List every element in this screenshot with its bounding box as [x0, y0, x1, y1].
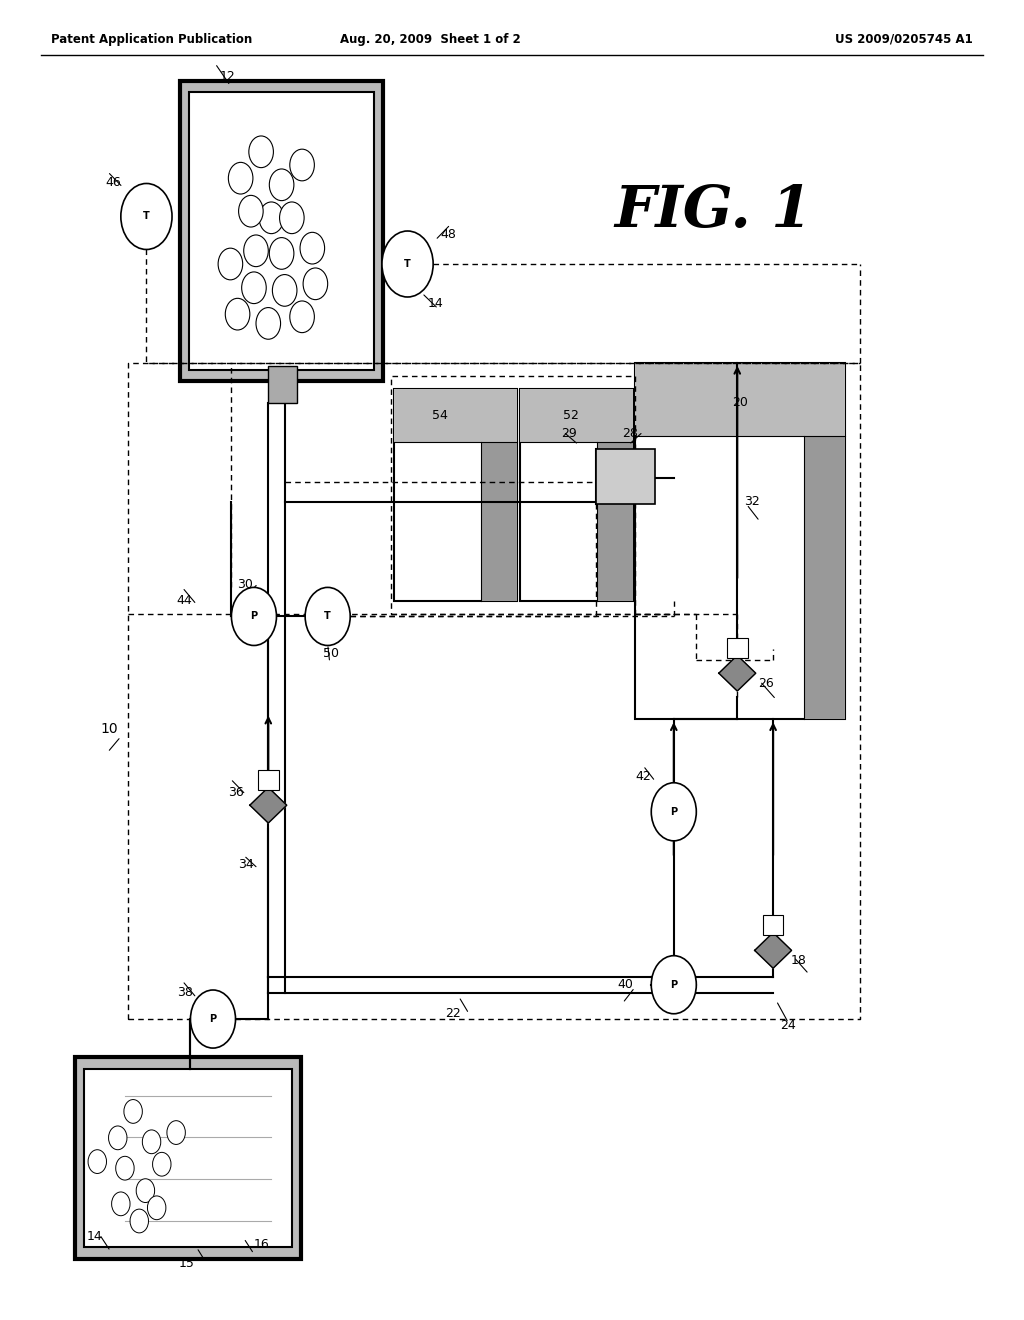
Circle shape [153, 1152, 171, 1176]
Text: 28: 28 [623, 426, 639, 440]
Circle shape [280, 202, 304, 234]
Bar [394, 389, 517, 442]
Text: P: P [671, 979, 677, 990]
Bar [763, 916, 783, 935]
Circle shape [231, 587, 276, 645]
Circle shape [112, 1192, 130, 1216]
Circle shape [136, 1179, 155, 1203]
Circle shape [225, 298, 250, 330]
Text: T: T [404, 259, 411, 269]
Text: 44: 44 [177, 594, 193, 607]
Bar [804, 436, 845, 719]
Text: T: T [143, 211, 150, 222]
Text: 12: 12 [220, 70, 236, 83]
Circle shape [147, 1196, 166, 1220]
Circle shape [249, 136, 273, 168]
Text: 38: 38 [176, 986, 193, 999]
Text: 40: 40 [616, 978, 633, 991]
Circle shape [290, 149, 314, 181]
Bar [520, 389, 633, 601]
Circle shape [109, 1126, 127, 1150]
Polygon shape [250, 787, 287, 824]
Bar [597, 442, 633, 601]
Bar [189, 92, 374, 370]
Text: P: P [671, 807, 677, 817]
Bar [596, 449, 655, 504]
Text: 52: 52 [563, 409, 580, 422]
Text: 14: 14 [428, 297, 443, 310]
Circle shape [121, 183, 172, 249]
Text: 16: 16 [254, 1238, 269, 1251]
Text: 46: 46 [105, 176, 121, 189]
Circle shape [382, 231, 433, 297]
Text: 34: 34 [239, 858, 254, 871]
Text: 30: 30 [238, 578, 254, 591]
Circle shape [242, 272, 266, 304]
Circle shape [259, 202, 284, 234]
Circle shape [167, 1121, 185, 1144]
Bar [268, 366, 297, 403]
Text: 48: 48 [440, 228, 457, 242]
Text: 24: 24 [780, 1019, 796, 1032]
Circle shape [244, 235, 268, 267]
Circle shape [651, 956, 696, 1014]
Circle shape [239, 195, 263, 227]
Circle shape [116, 1156, 134, 1180]
Text: T: T [325, 611, 331, 622]
Bar [727, 639, 748, 659]
Text: 26: 26 [758, 677, 773, 690]
Bar [520, 389, 633, 442]
Circle shape [290, 301, 314, 333]
Text: 32: 32 [744, 495, 760, 508]
Circle shape [269, 169, 294, 201]
Text: US 2009/0205745 A1: US 2009/0205745 A1 [835, 33, 973, 46]
Text: Patent Application Publication: Patent Application Publication [51, 33, 253, 46]
Text: 42: 42 [635, 770, 650, 783]
Text: 50: 50 [323, 647, 339, 660]
Circle shape [269, 238, 294, 269]
Bar [258, 770, 279, 789]
Circle shape [190, 990, 236, 1048]
Circle shape [256, 308, 281, 339]
Circle shape [124, 1100, 142, 1123]
Text: P: P [251, 611, 257, 622]
Bar [84, 1069, 292, 1247]
Text: FIG. 1: FIG. 1 [614, 183, 812, 239]
Text: 18: 18 [791, 954, 807, 968]
Bar [635, 363, 845, 436]
Circle shape [303, 268, 328, 300]
Text: 54: 54 [432, 409, 449, 422]
Polygon shape [719, 656, 756, 692]
Circle shape [218, 248, 243, 280]
Circle shape [228, 162, 253, 194]
Text: 36: 36 [228, 785, 244, 799]
Text: 20: 20 [732, 396, 749, 409]
Text: 22: 22 [445, 1007, 461, 1020]
Circle shape [300, 232, 325, 264]
Circle shape [305, 587, 350, 645]
Circle shape [130, 1209, 148, 1233]
Text: Aug. 20, 2009  Sheet 1 of 2: Aug. 20, 2009 Sheet 1 of 2 [340, 33, 520, 46]
Circle shape [88, 1150, 106, 1173]
Polygon shape [755, 932, 792, 969]
Text: 14: 14 [87, 1230, 102, 1243]
Bar [394, 389, 517, 601]
Text: 29: 29 [561, 426, 577, 440]
Bar [75, 1057, 301, 1259]
Text: 10: 10 [100, 722, 118, 735]
Circle shape [651, 783, 696, 841]
Text: 15: 15 [178, 1257, 195, 1270]
Text: P: P [210, 1014, 216, 1024]
Circle shape [272, 275, 297, 306]
Circle shape [142, 1130, 161, 1154]
Bar [635, 363, 845, 719]
Bar [481, 442, 517, 601]
Bar [180, 81, 383, 381]
